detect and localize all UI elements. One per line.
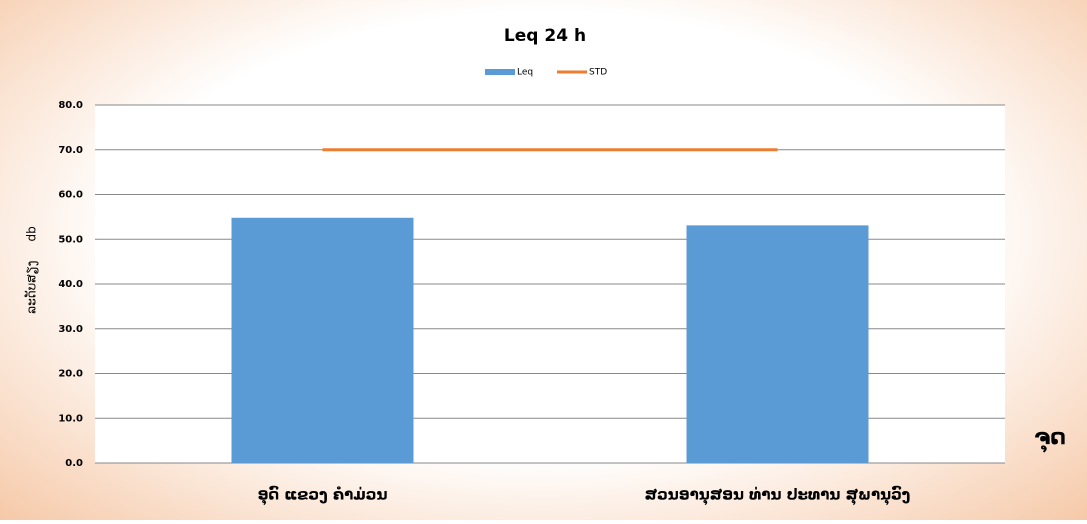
y-tick-label: 70.0 <box>58 145 83 156</box>
y-tick-label: 50.0 <box>58 234 83 245</box>
legend-label: STD <box>589 68 607 78</box>
y-tick-label: 30.0 <box>58 324 83 335</box>
legend-swatch <box>485 69 515 75</box>
y-tick-label: 20.0 <box>58 369 83 380</box>
x-tick-label: ສວນອານຸສອນ ທ່ານ ປະທານ ສຸພານຸວົງ <box>645 485 911 507</box>
y-axis-label: ລະດັບສຽງ db <box>25 226 39 313</box>
x-tick-label: ອຸດົ ແຂວງ ຄໍາມ່ວນ <box>258 485 388 507</box>
legend-label: Leq <box>517 68 533 78</box>
y-tick-label: 40.0 <box>58 279 83 290</box>
x-axis-label: ຈຸດ <box>1034 425 1066 453</box>
bar <box>686 225 869 463</box>
y-tick-label: 10.0 <box>58 413 83 424</box>
y-tick-label: 0.0 <box>65 458 83 469</box>
y-tick-label: 60.0 <box>58 190 83 201</box>
bar <box>231 217 414 463</box>
chart-title: Leq 24 h <box>504 26 586 46</box>
y-tick-label: 80.0 <box>58 100 83 111</box>
